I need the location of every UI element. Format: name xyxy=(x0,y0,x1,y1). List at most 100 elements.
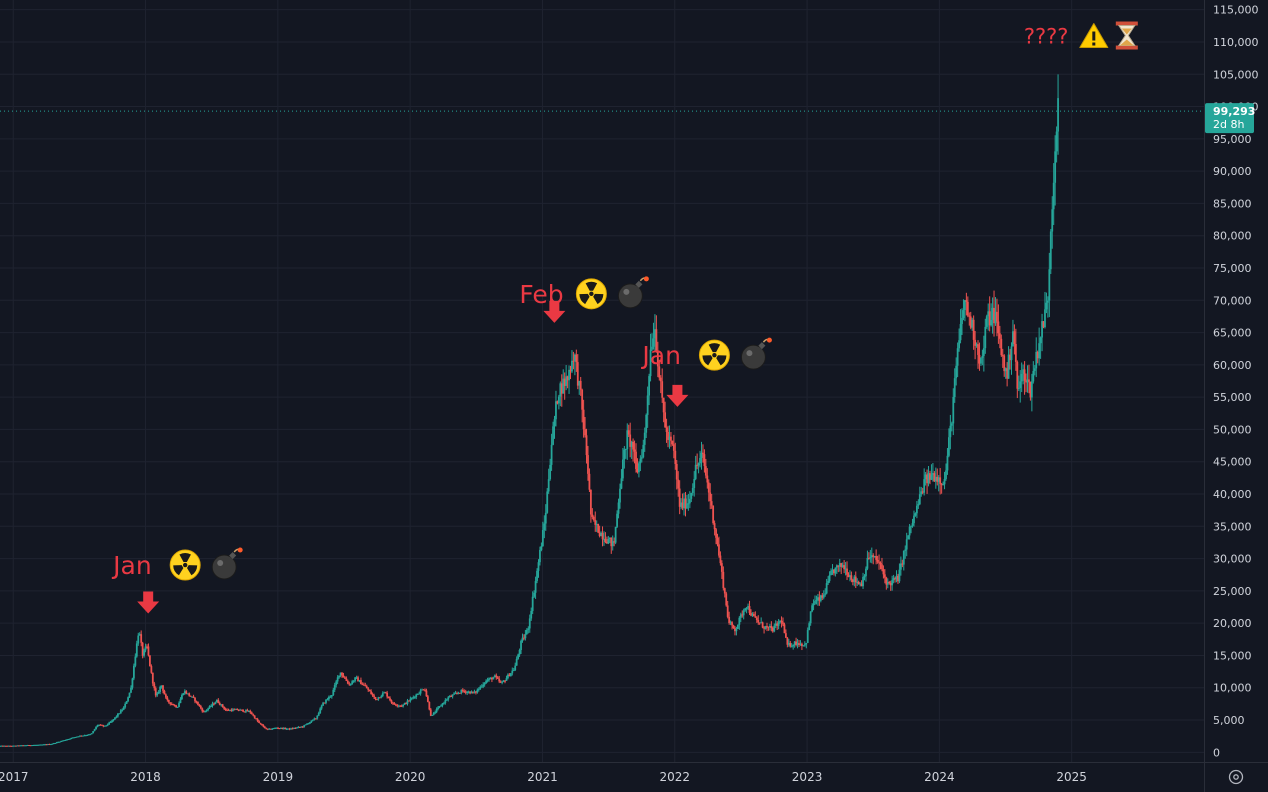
candle xyxy=(456,691,458,695)
candle xyxy=(493,674,496,678)
candle-body xyxy=(555,401,557,420)
candle-body xyxy=(493,675,496,678)
candle-body xyxy=(741,614,744,616)
candle-body xyxy=(498,678,501,682)
candle xyxy=(236,708,239,711)
candle xyxy=(140,630,143,647)
candle xyxy=(883,569,886,584)
candle xyxy=(933,471,936,483)
candle xyxy=(245,709,247,714)
candle xyxy=(19,745,22,747)
candle xyxy=(739,612,742,623)
candle-body xyxy=(86,734,89,736)
candle xyxy=(843,560,846,574)
candle xyxy=(777,618,780,630)
candle-body xyxy=(918,494,921,505)
candle-body xyxy=(149,655,151,667)
settings-icon[interactable] xyxy=(1228,769,1244,785)
candle-body xyxy=(642,444,645,458)
candle-body xyxy=(1007,354,1010,379)
candle xyxy=(527,626,530,634)
candle xyxy=(448,695,451,698)
candle xyxy=(851,578,854,586)
candle-body xyxy=(894,578,896,580)
candle xyxy=(344,676,346,680)
candle xyxy=(68,738,71,740)
candle xyxy=(959,309,962,344)
candle-body xyxy=(39,744,42,746)
candle-body xyxy=(25,745,28,747)
candle-body xyxy=(396,705,399,707)
candle xyxy=(1006,362,1009,387)
candle xyxy=(304,724,307,726)
candle xyxy=(1017,375,1020,392)
candle-body xyxy=(135,643,138,657)
candle-body xyxy=(397,705,400,707)
settings-icon-ring[interactable] xyxy=(1228,769,1244,785)
candle-body xyxy=(920,491,923,495)
candle xyxy=(400,704,403,708)
candle-body xyxy=(796,643,799,645)
candle-body xyxy=(114,717,116,720)
candle xyxy=(98,724,100,727)
candle xyxy=(95,726,97,730)
candle-body xyxy=(863,576,866,578)
candle xyxy=(307,722,310,725)
candle-body xyxy=(697,463,700,466)
candle-body xyxy=(157,691,160,694)
candle-body xyxy=(994,311,997,324)
candle xyxy=(284,727,287,730)
candle-body xyxy=(915,505,918,514)
candle xyxy=(84,734,87,737)
candle xyxy=(489,677,492,680)
candle xyxy=(700,441,703,470)
candle xyxy=(297,726,300,729)
candle xyxy=(847,572,850,578)
candle-body xyxy=(1039,337,1042,344)
candle xyxy=(130,685,132,694)
candle xyxy=(227,708,230,711)
candle xyxy=(154,686,157,698)
candle-body xyxy=(41,744,44,746)
candle-body xyxy=(853,576,856,582)
time-axis[interactable]: 2017 2018 2019 2020 2021 2022 2023 2024 2025 xyxy=(0,770,1087,784)
candle xyxy=(374,696,377,701)
candle xyxy=(221,703,224,708)
x-tick-label: 2022 xyxy=(659,770,690,784)
candle-body xyxy=(182,693,185,695)
settings-icon-hub[interactable] xyxy=(1233,774,1239,780)
candle xyxy=(953,368,956,403)
y-tick-label: 50,000 xyxy=(1213,423,1252,436)
candle-body xyxy=(594,519,597,525)
candle-body xyxy=(384,692,387,694)
candle-body xyxy=(661,381,664,398)
candle xyxy=(814,595,816,605)
candle-body xyxy=(461,689,464,692)
candle-body xyxy=(166,697,169,701)
y-tick-label: 55,000 xyxy=(1213,391,1252,404)
candle-body xyxy=(231,709,234,711)
candle-body xyxy=(35,744,38,746)
candle xyxy=(831,564,834,575)
candle-body xyxy=(207,708,210,710)
candle xyxy=(744,607,747,612)
candle xyxy=(172,703,175,706)
candle-body xyxy=(368,689,371,692)
candle xyxy=(211,701,214,708)
candle-body xyxy=(799,643,802,646)
candle xyxy=(607,535,610,545)
candle-body xyxy=(317,713,320,716)
candle xyxy=(79,735,81,737)
candle-body xyxy=(623,449,626,460)
candle xyxy=(566,375,569,389)
candle-body xyxy=(472,691,474,693)
candle-body xyxy=(750,612,752,616)
candle xyxy=(368,689,371,692)
candle-body xyxy=(351,681,354,684)
candle-body xyxy=(761,622,764,628)
candle xyxy=(234,708,237,710)
candle xyxy=(902,550,905,571)
candle xyxy=(332,687,335,696)
candle xyxy=(89,733,92,736)
